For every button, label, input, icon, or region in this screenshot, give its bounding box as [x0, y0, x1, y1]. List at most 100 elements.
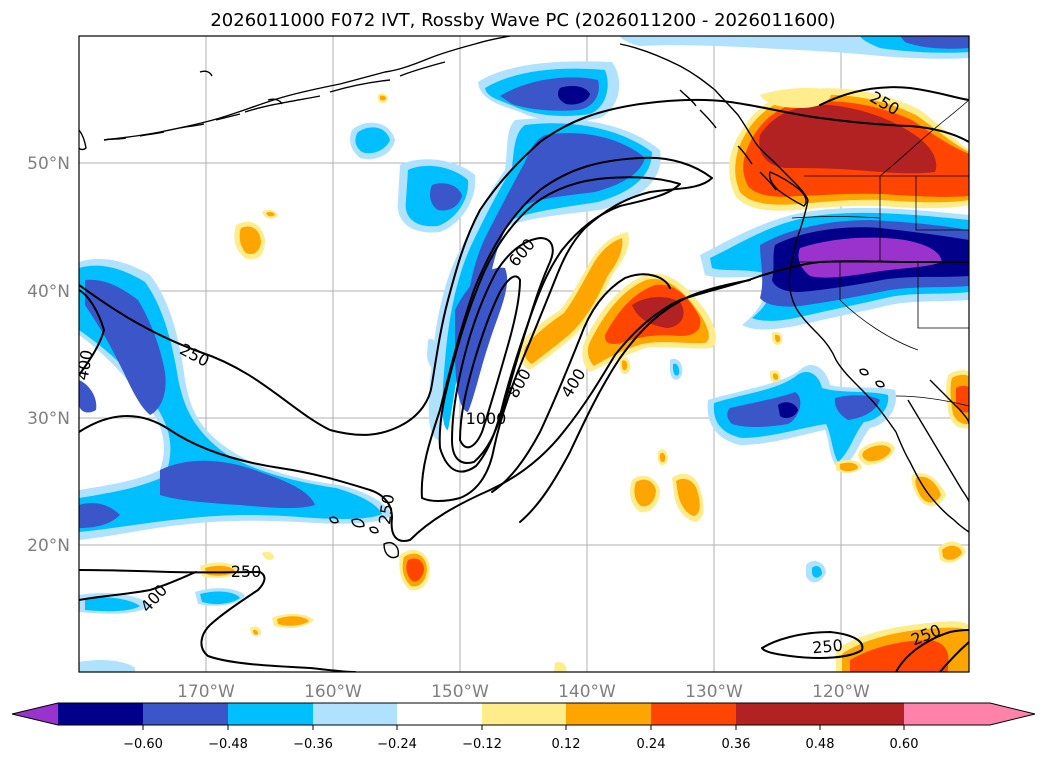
lon-label-120w: 120°W: [812, 682, 870, 702]
neg-blob-ne-corner: [900, 36, 969, 49]
neg-blob-subtropical: [778, 402, 798, 418]
pos-blob-s5: [862, 445, 891, 462]
pos-blob-s7: [956, 385, 969, 413]
contour-label-250: 250: [375, 493, 398, 526]
colorbar-extend-high: [904, 703, 1035, 725]
pos-blob-dot: [773, 373, 779, 380]
coastline-ak-peninsula: [244, 61, 446, 113]
pos-blob-w: [239, 226, 261, 254]
pos-blob-s1: [634, 479, 656, 507]
border-wa-or: [791, 176, 881, 219]
political-borders: [790, 99, 969, 407]
colorbar-segment: [736, 703, 820, 725]
lon-label-150w: 150°W: [431, 682, 489, 702]
pos-blob-dot: [622, 360, 628, 371]
neg-blob-sw: [79, 660, 135, 672]
neg-blob-tiny: [673, 363, 680, 376]
contour-label-400: 400: [73, 348, 97, 381]
pos-blob-dot: [262, 551, 274, 561]
border-idaho: [915, 176, 969, 231]
colorbar-segment: [651, 703, 736, 725]
colorbar-segment: [143, 703, 228, 725]
colorbar-segment: [313, 703, 397, 725]
lon-label-170w: 170°W: [177, 682, 235, 702]
ivt-contour-400: [79, 571, 197, 601]
coastline-gulf-california: [907, 399, 969, 503]
pos-band-ar: [524, 238, 623, 364]
pos-blob-dot: [554, 662, 567, 672]
lon-label-130w: 130°W: [685, 682, 743, 702]
pos-blob-sw: [277, 616, 309, 626]
colorbar-segment: [397, 703, 482, 725]
colorbar-tick-label: −0.24: [377, 737, 417, 752]
ivt-contour-250: [895, 629, 969, 672]
colorbar-segment: [228, 703, 313, 725]
ivt-contour-250: [761, 631, 864, 659]
colorbar-tick-label: 0.36: [722, 737, 751, 752]
ivt-contour-250: [79, 98, 969, 436]
longitude-labels: 170°W 160°W 150°W 140°W 130°W 120°W: [177, 682, 870, 702]
coastline-channel-islands: [859, 368, 885, 388]
ivt-contour-250: [79, 260, 969, 542]
coastline-hawaii: [329, 516, 399, 559]
map-frame: [78, 35, 970, 673]
neg-blob-north: [355, 127, 390, 154]
coastline-n-islands: [199, 70, 283, 105]
colorbar-segment: [58, 703, 143, 725]
colorbar-ticks: [142, 725, 905, 730]
neg-blob-subtropical: [834, 395, 880, 420]
colorbar-segment: [482, 703, 566, 725]
coastline-vancouver-island: [768, 171, 807, 207]
colorbar-tick-label: −0.12: [462, 737, 502, 752]
colorbar-tick-label: 0.24: [637, 737, 666, 752]
colorbar-tick-label: −0.36: [293, 737, 333, 752]
colorbar-extend-high: [820, 703, 904, 725]
coastline-mainland-mexico: [929, 379, 969, 425]
lat-label-20n: 20°N: [27, 536, 70, 556]
lat-label-50n: 50°N: [27, 154, 70, 174]
neg-blob-subtropical: [713, 372, 889, 462]
neg-blob-westcoast: [798, 237, 942, 278]
coastline-bc-islands: [679, 89, 777, 191]
coastline-corner: [79, 129, 87, 151]
coastlines: [79, 36, 969, 559]
lon-label-140w: 140°W: [558, 682, 616, 702]
ivt-contour-250: [819, 86, 969, 106]
neg-blob-ne-small: [430, 183, 462, 211]
pos-blob-north: [760, 87, 831, 108]
coastline-baja: [895, 431, 969, 533]
map-panel: 250 250 250 250 250 250 400 400 400 600 …: [73, 35, 970, 673]
colorbar-tick-label: −0.60: [123, 737, 163, 752]
contour-label-250: 250: [811, 636, 843, 658]
lat-label-30n: 30°N: [27, 409, 70, 429]
colorbar-tick-label: 0.48: [806, 737, 835, 752]
ivt-contour-800: [451, 237, 554, 464]
pos-blob-dot: [380, 95, 386, 101]
pos-blob-s2: [676, 478, 700, 516]
border-bc-alberta: [879, 99, 969, 177]
map-title: 2026011000 F072 IVT, Rossby Wave PC (202…: [210, 10, 835, 31]
neg-band-central-pacific: [160, 460, 315, 509]
border-mexico: [895, 395, 969, 407]
contour-label-1000: 1000: [466, 409, 507, 428]
pos-blob-pnw: [759, 104, 937, 174]
border-ca-nv: [839, 262, 919, 351]
pos-blob-s8: [406, 558, 424, 582]
neg-band-central-pacific: [79, 380, 97, 413]
ivt-contour-400: [79, 289, 105, 376]
neg-blob-sw: [200, 591, 240, 605]
lon-label-160w: 160°W: [304, 682, 362, 702]
colorbar-extend-low: [12, 703, 58, 725]
pos-blob-s6: [942, 545, 962, 560]
coastline-us-west: [788, 199, 897, 433]
pos-blob-dot: [266, 211, 275, 217]
colorbar-tick-label: 0.12: [552, 737, 581, 752]
neg-blob-sw: [85, 597, 140, 612]
coastline-se-alaska: [619, 43, 809, 201]
neg-band-trough: [442, 123, 652, 430]
coastline-aleutians: [103, 113, 241, 141]
ivt-contour-600: [438, 176, 681, 473]
lat-label-40n: 40°N: [27, 282, 70, 302]
coastline-alaska: [103, 36, 511, 141]
